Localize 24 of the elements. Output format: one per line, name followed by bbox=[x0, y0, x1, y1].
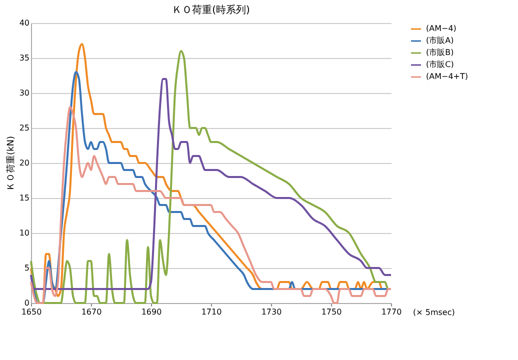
y-tick-label: 40 bbox=[19, 18, 30, 28]
x-tick-label: 1650 bbox=[21, 308, 42, 316]
legend-label: (AM−4+T) bbox=[426, 72, 468, 81]
y-tick-label: 15 bbox=[19, 194, 30, 202]
legend-label: (AM−4) bbox=[426, 24, 456, 33]
x-tick-label: 1710 bbox=[201, 308, 222, 316]
y-tick-label: 0 bbox=[24, 298, 30, 308]
legend-label: (市販C) bbox=[426, 60, 454, 69]
x-tick-label: 1750 bbox=[321, 308, 342, 316]
legend-label: (市販A) bbox=[426, 36, 454, 45]
chart-title: ＫＯ荷重(時系列) bbox=[172, 4, 250, 16]
x-tick-label: 1730 bbox=[261, 308, 282, 316]
x-tick-label: 1690 bbox=[141, 308, 162, 316]
legend-label: (市販B) bbox=[426, 48, 454, 57]
y-tick-label: 10 bbox=[19, 228, 30, 238]
text: (× 5msec) bbox=[413, 308, 455, 317]
y-tick-label: 5 bbox=[24, 264, 30, 272]
y-tick-label: 20 bbox=[19, 158, 30, 168]
y-tick-label: 35 bbox=[19, 54, 30, 62]
x-tick-label: 1770 bbox=[381, 308, 402, 316]
y-axis-title: ＫＯ荷重(kN) bbox=[5, 136, 16, 191]
y-tick-label: 30 bbox=[19, 88, 30, 98]
y-tick-label: 25 bbox=[19, 124, 30, 132]
x-tick-label: 1670 bbox=[81, 308, 102, 316]
